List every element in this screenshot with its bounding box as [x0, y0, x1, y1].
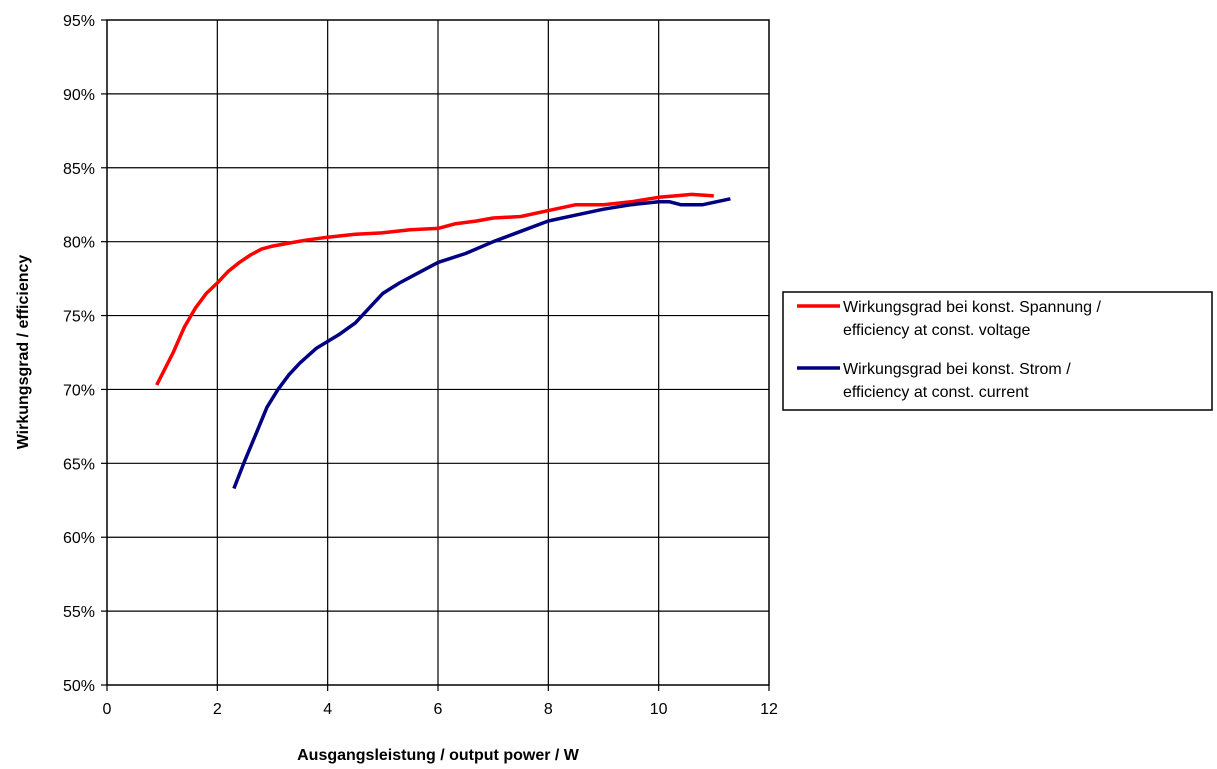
y-tick-label: 60% [63, 530, 95, 547]
plot-border [106, 19, 770, 686]
y-tick-label: 65% [63, 456, 95, 473]
y-axis-title: Wirkungsgrad / efficiency [15, 255, 32, 450]
y-tick-label: 75% [63, 309, 95, 326]
y-tick-label: 50% [63, 678, 95, 695]
x-tick-label: 2 [213, 701, 222, 718]
y-tick-label: 70% [63, 382, 95, 399]
legend-label-voltage-line1: Wirkungsgrad bei konst. Spannung / [843, 299, 1101, 316]
x-tick-label: 12 [760, 701, 778, 718]
x-tick-label: 6 [434, 701, 443, 718]
x-axis-title: Ausgangsleistung / output power / W [297, 747, 580, 764]
x-tick-label: 0 [103, 701, 112, 718]
x-tick-label: 10 [650, 701, 668, 718]
series-line-current [232, 197, 731, 490]
legend-box [782, 291, 1213, 411]
y-tick-label: 55% [63, 604, 95, 621]
legend-label-current-line2: efficiency at const. current [843, 384, 1029, 401]
legend: Wirkungsgrad bei konst. Spannung / effic… [782, 291, 1213, 411]
tick-labels: 0 2 4 6 8 10 12 50% 55% 60% 65% 70% 75% 80% 85% 90% 95% [63, 13, 778, 718]
y-tick-label: 95% [63, 13, 95, 30]
legend-label-voltage-line2: efficiency at const. voltage [843, 322, 1030, 339]
x-tick-label: 4 [323, 701, 332, 718]
y-tick-label: 90% [63, 87, 95, 104]
y-tick-label: 80% [63, 235, 95, 252]
legend-label-current-line1: Wirkungsgrad bei konst. Strom / [843, 361, 1071, 378]
data-series [155, 192, 731, 490]
y-tick-label: 85% [63, 161, 95, 178]
series-line-voltage [155, 192, 714, 386]
x-tick-label: 8 [544, 701, 553, 718]
grid-lines [101, 19, 770, 691]
